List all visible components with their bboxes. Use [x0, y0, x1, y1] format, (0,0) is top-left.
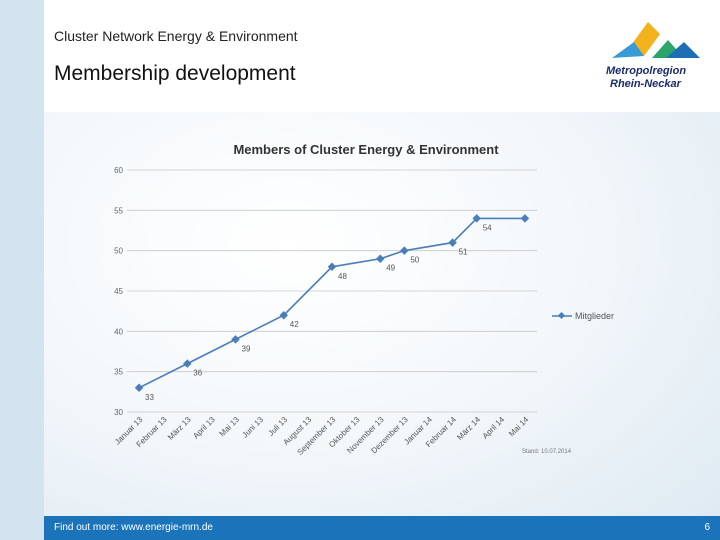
left-strip — [0, 0, 44, 540]
chart-title: Members of Cluster Energy & Environment — [233, 142, 499, 157]
x-tick-label: März 14 — [455, 415, 482, 442]
slide-title: Membership development — [54, 62, 296, 85]
page-number: 6 — [704, 522, 710, 533]
x-tick-label: April 14 — [481, 415, 507, 441]
data-label: 49 — [386, 264, 395, 273]
metropolregion-logo: Metropolregion Rhein-Neckar — [606, 22, 700, 90]
data-point — [134, 383, 144, 393]
y-tick-label: 45 — [114, 287, 123, 296]
data-label: 48 — [338, 272, 347, 281]
header — [44, 0, 720, 112]
y-tick-label: 35 — [114, 368, 123, 377]
x-tick-label: März 13 — [166, 415, 193, 442]
data-point — [279, 310, 289, 320]
logo-text-line1: Metropolregion — [606, 65, 686, 77]
data-point — [472, 214, 481, 223]
y-tick-label: 55 — [114, 206, 123, 215]
y-tick-label: 30 — [114, 408, 123, 417]
data-point — [327, 262, 337, 272]
y-tick-label: 40 — [114, 327, 123, 336]
footer-bar: Find out more: www.energie-mrn.de 6 — [44, 516, 720, 540]
data-point — [231, 335, 240, 344]
data-point — [448, 238, 457, 247]
chart-note: Stand: 10.07.2014 — [522, 449, 572, 455]
data-point — [183, 359, 192, 368]
series-line — [138, 217, 525, 389]
data-label: 51 — [459, 248, 468, 257]
membership-line-chart: Members of Cluster Energy & Environment … — [113, 142, 614, 457]
data-label: 42 — [290, 320, 299, 329]
x-tick-label: April 13 — [191, 415, 217, 441]
x-tick-label: Juni 13 — [240, 415, 265, 440]
data-label: 39 — [242, 344, 251, 353]
y-tick-label: 50 — [114, 247, 123, 256]
legend-marker — [557, 311, 566, 320]
x-tick-label: Mai 13 — [218, 415, 242, 439]
data-label: 50 — [410, 256, 419, 265]
x-tick-label: Mai 14 — [507, 415, 531, 439]
x-tick-label: Juli 13 — [266, 415, 289, 438]
slide-subtitle: Cluster Network Energy & Environment — [54, 28, 298, 44]
y-tick-label: 60 — [114, 166, 123, 175]
logo-text-line2: Rhein-Neckar — [610, 78, 682, 90]
legend-label: Mitglieder — [575, 311, 614, 321]
data-label: 54 — [483, 223, 492, 232]
data-label: 33 — [145, 393, 154, 402]
data-point — [520, 214, 530, 223]
data-point — [375, 254, 385, 263]
data-label: 36 — [193, 369, 202, 378]
footer-link-text[interactable]: Find out more: www.energie-mrn.de — [54, 522, 213, 533]
data-point — [400, 246, 409, 255]
